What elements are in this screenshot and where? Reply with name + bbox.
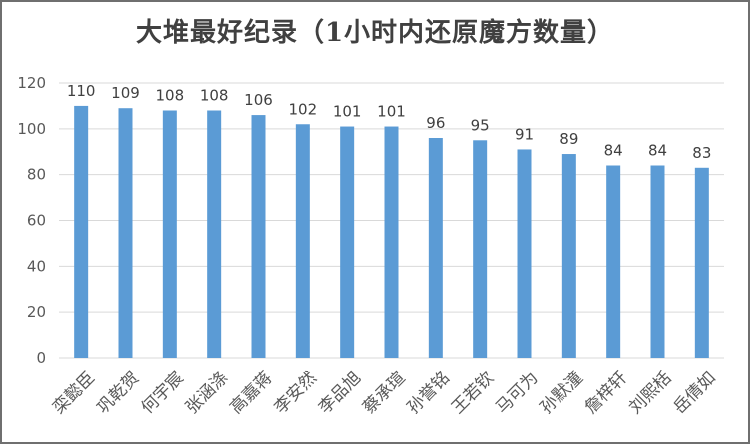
data-label: 83 bbox=[692, 144, 711, 162]
data-label: 108 bbox=[156, 87, 185, 105]
y-tick-label: 40 bbox=[27, 257, 46, 275]
bar bbox=[74, 105, 89, 359]
data-label: 95 bbox=[471, 116, 490, 134]
bar bbox=[162, 110, 177, 358]
data-label: 101 bbox=[333, 103, 362, 121]
bar bbox=[517, 149, 532, 358]
y-tick-label: 60 bbox=[27, 212, 46, 230]
chart-title: 大堆最好纪录（1小时内还原魔方数量） bbox=[135, 18, 615, 48]
data-label: 102 bbox=[289, 100, 318, 118]
data-label: 101 bbox=[377, 103, 406, 121]
y-tick-label: 20 bbox=[27, 303, 46, 321]
category-label: 詹梓轩 bbox=[581, 368, 631, 418]
category-label: 高嘉蒋 bbox=[226, 368, 276, 418]
category-label: 岳倩如 bbox=[670, 368, 720, 418]
data-label: 91 bbox=[515, 125, 534, 143]
bar bbox=[561, 154, 576, 358]
category-label: 巩乾贺 bbox=[93, 368, 143, 418]
bar bbox=[251, 115, 266, 358]
bar bbox=[207, 110, 222, 358]
y-tick-label: 80 bbox=[27, 166, 46, 184]
bar bbox=[606, 165, 621, 358]
data-label: 106 bbox=[244, 91, 273, 109]
category-label: 马可为 bbox=[492, 368, 542, 418]
category-label: 刘熙栝 bbox=[625, 368, 675, 418]
y-tick-label: 100 bbox=[17, 120, 46, 138]
y-tick-label: 0 bbox=[36, 349, 46, 367]
bar bbox=[650, 165, 665, 358]
data-label: 84 bbox=[604, 142, 623, 160]
category-label: 孙默潼 bbox=[537, 368, 587, 418]
category-label: 张涵涤 bbox=[182, 368, 232, 418]
data-label: 108 bbox=[200, 87, 229, 105]
category-label: 孙誉铭 bbox=[404, 368, 454, 418]
bar bbox=[428, 138, 443, 358]
y-tick-label: 120 bbox=[17, 74, 46, 92]
bar bbox=[473, 140, 488, 358]
data-label: 109 bbox=[111, 84, 140, 102]
data-label: 96 bbox=[426, 114, 445, 132]
category-label: 李品旭 bbox=[315, 368, 365, 418]
bar bbox=[384, 126, 399, 359]
category-label: 蔡承瑄 bbox=[359, 368, 409, 418]
category-label: 栾懿臣 bbox=[49, 368, 99, 418]
bar bbox=[694, 167, 709, 358]
bar bbox=[295, 124, 310, 358]
bar bbox=[340, 126, 355, 359]
category-label: 何宇宸 bbox=[138, 368, 188, 418]
bar bbox=[118, 108, 133, 358]
category-label: 王若钦 bbox=[448, 368, 498, 418]
data-label: 84 bbox=[648, 142, 667, 160]
data-label: 110 bbox=[67, 82, 96, 100]
data-label: 89 bbox=[559, 130, 578, 148]
category-label: 李安然 bbox=[271, 368, 321, 418]
